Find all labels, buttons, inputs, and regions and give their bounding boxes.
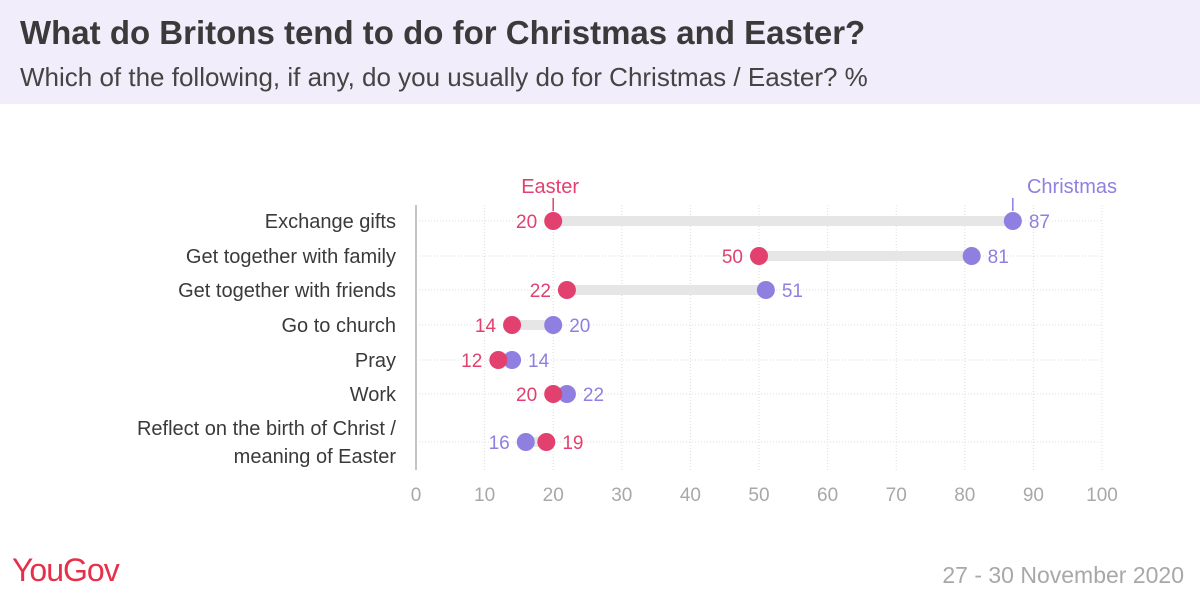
x-tick-label: 50: [748, 485, 769, 506]
category-label: Get together with friends: [178, 280, 396, 302]
christmas-point: [557, 385, 576, 403]
christmas-value-label: 81: [988, 247, 1009, 268]
christmas-point: [516, 433, 535, 451]
christmas-value-label: 22: [583, 385, 604, 406]
easter-value-label: 50: [722, 247, 743, 268]
christmas-value-label: 51: [782, 281, 803, 302]
christmas-point: [756, 281, 775, 299]
x-tick-label: 20: [543, 485, 564, 506]
x-tick-label: 0: [411, 485, 422, 506]
christmas-value-label: 16: [489, 433, 510, 454]
x-tick-label: 30: [611, 485, 632, 506]
chart-subtitle: Which of the following, if any, do you u…: [20, 62, 868, 92]
category-label: Pray: [355, 350, 396, 372]
x-tick-label: 40: [680, 485, 701, 506]
chart-title: What do Britons tend to do for Christmas…: [20, 14, 866, 51]
easter-point: [750, 247, 768, 265]
category-label: Exchange gifts: [265, 211, 396, 233]
easter-point: [489, 351, 508, 369]
christmas-series-label: Christmas: [1027, 176, 1117, 198]
christmas-value-label: 20: [569, 316, 590, 337]
x-tick-label: 60: [817, 485, 838, 506]
x-tick-label: 90: [1023, 485, 1044, 506]
x-tick-label: 10: [474, 485, 495, 506]
easter-value-label: 19: [562, 433, 583, 454]
christmas-point: [544, 316, 563, 334]
christmas-point: [1003, 212, 1022, 230]
easter-point: [557, 281, 576, 299]
easter-series-label: Easter: [521, 176, 579, 198]
easter-point: [544, 385, 563, 403]
header-band: What do Britons tend to do for Christmas…: [0, 0, 1200, 104]
x-tick-label: 100: [1086, 485, 1118, 506]
christmas-point: [962, 247, 981, 265]
category-label: Work: [350, 384, 397, 406]
easter-value-label: 20: [516, 212, 537, 233]
christmas-value-label: 87: [1029, 212, 1050, 233]
category-label: Go to church: [281, 315, 396, 337]
easter-point: [537, 433, 556, 451]
survey-date: 27 - 30 November 2020: [942, 562, 1184, 588]
christmas-point: [503, 351, 522, 369]
easter-value-label: 20: [516, 385, 537, 406]
easter-point: [544, 212, 563, 230]
x-tick-label: 70: [886, 485, 907, 506]
easter-value-label: 14: [475, 316, 497, 337]
x-tick-label: 80: [954, 485, 975, 506]
easter-value-label: 22: [530, 281, 551, 302]
christmas-value-label: 14: [528, 351, 550, 372]
yougov-logo: YouGov: [12, 552, 120, 588]
easter-point: [503, 316, 522, 334]
category-label: Reflect on the birth of Christ /: [137, 418, 396, 440]
easter-value-label: 12: [461, 351, 482, 372]
category-label: Get together with family: [186, 246, 396, 268]
category-label: meaning of Easter: [234, 446, 397, 468]
